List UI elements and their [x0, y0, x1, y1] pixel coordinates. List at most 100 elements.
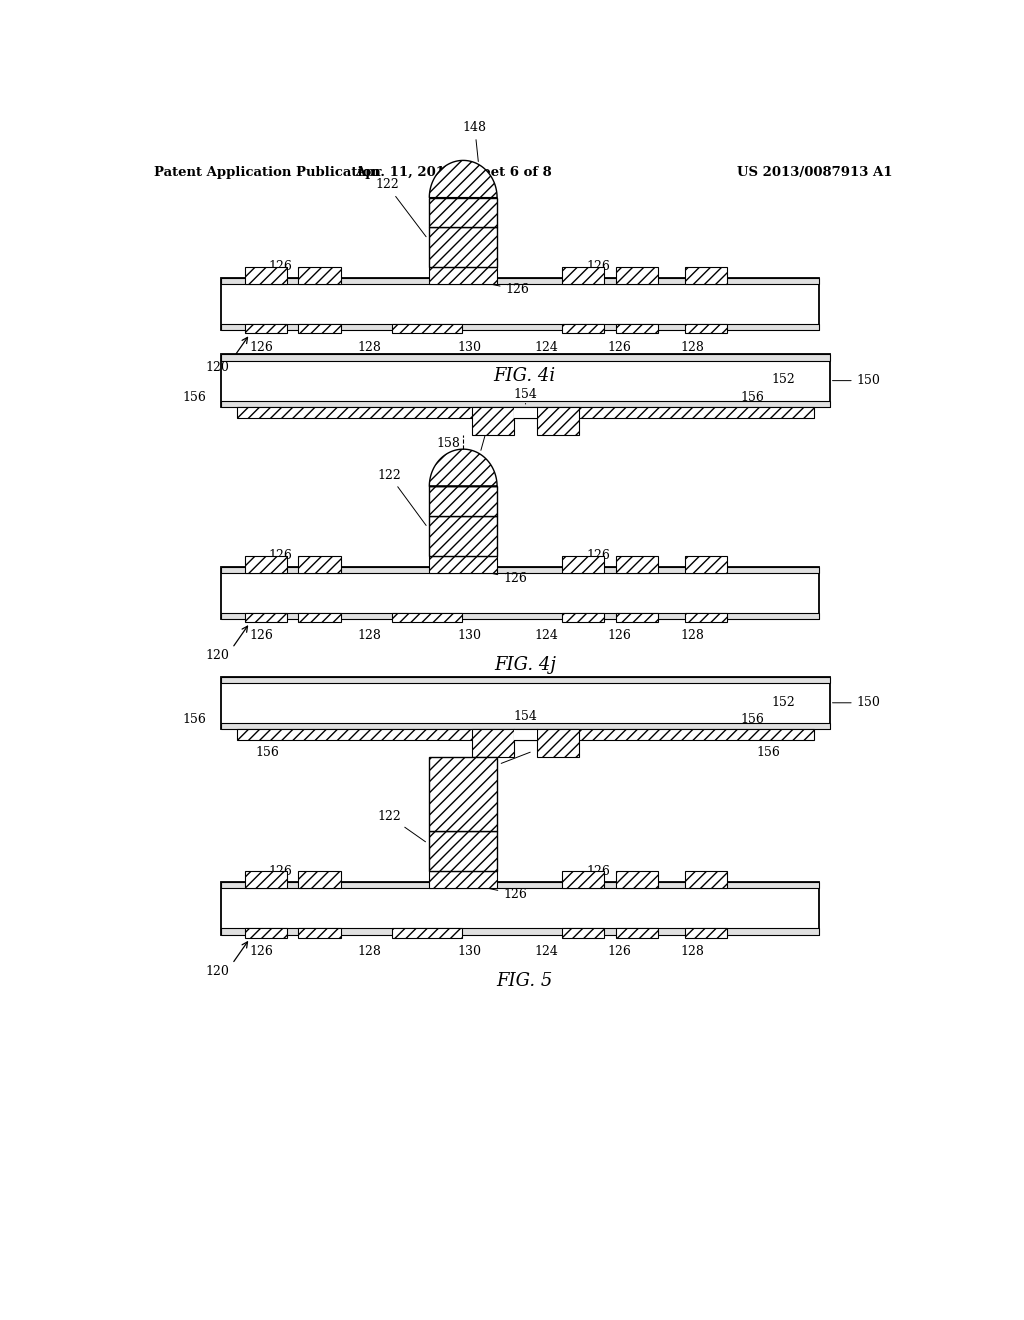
Bar: [298, 612, 341, 622]
Text: 150: 150: [833, 374, 881, 387]
Text: 156: 156: [256, 746, 280, 759]
Bar: [221, 355, 829, 407]
Bar: [392, 928, 462, 937]
Bar: [615, 267, 658, 284]
Bar: [221, 401, 829, 407]
Text: 128: 128: [681, 945, 705, 958]
Text: 130: 130: [458, 341, 481, 354]
Text: 148: 148: [501, 739, 559, 763]
Text: 148: 148: [477, 414, 501, 450]
Text: 126: 126: [250, 945, 273, 958]
Bar: [429, 267, 497, 284]
Bar: [615, 928, 658, 937]
Text: Apr. 11, 2013  Sheet 6 of 8: Apr. 11, 2013 Sheet 6 of 8: [355, 166, 552, 178]
Bar: [562, 267, 604, 284]
Text: 154: 154: [514, 710, 538, 723]
Bar: [538, 407, 580, 434]
Text: FIG. 4j: FIG. 4j: [494, 656, 556, 675]
Bar: [298, 323, 341, 333]
Text: 124: 124: [535, 630, 558, 643]
Bar: [562, 928, 604, 937]
Bar: [237, 729, 814, 739]
Text: 130: 130: [458, 630, 481, 643]
Bar: [221, 566, 819, 619]
Text: 126: 126: [470, 884, 527, 900]
Text: 126: 126: [268, 260, 293, 273]
Bar: [221, 612, 819, 619]
Text: 140: 140: [452, 849, 475, 862]
Text: 120: 120: [206, 965, 229, 978]
Text: 152: 152: [772, 696, 796, 709]
Text: 122: 122: [378, 810, 426, 842]
Text: 126: 126: [470, 280, 529, 296]
Bar: [245, 928, 287, 937]
Text: 156: 156: [740, 713, 765, 726]
Text: 148: 148: [463, 121, 486, 161]
Text: 124: 124: [535, 341, 558, 354]
Text: 126: 126: [587, 260, 610, 273]
Text: FIG. 4i: FIG. 4i: [494, 367, 556, 385]
Bar: [221, 566, 819, 573]
Text: 158: 158: [436, 759, 460, 772]
Bar: [221, 882, 819, 935]
Bar: [429, 516, 497, 556]
Text: FIG. 5: FIG. 5: [497, 972, 553, 990]
Bar: [615, 871, 658, 888]
Bar: [221, 677, 829, 682]
Bar: [615, 323, 658, 333]
Bar: [562, 323, 604, 333]
Text: 128: 128: [357, 630, 381, 643]
Bar: [245, 267, 287, 284]
Bar: [514, 407, 538, 417]
Text: 126: 126: [470, 569, 527, 585]
Text: 130: 130: [458, 945, 481, 958]
Text: 156: 156: [182, 713, 206, 726]
Text: 120: 120: [206, 360, 229, 374]
Text: 140: 140: [452, 243, 475, 256]
Text: 140: 140: [452, 531, 475, 544]
Text: 126: 126: [607, 630, 632, 643]
Bar: [615, 612, 658, 622]
Bar: [221, 882, 819, 888]
Bar: [298, 871, 341, 888]
Bar: [685, 323, 727, 333]
Bar: [429, 227, 497, 267]
Bar: [615, 556, 658, 573]
Text: 152: 152: [772, 374, 796, 387]
Text: 126: 126: [607, 945, 632, 958]
Bar: [685, 928, 727, 937]
Bar: [685, 556, 727, 573]
Text: 128: 128: [681, 341, 705, 354]
Bar: [245, 556, 287, 573]
Bar: [245, 612, 287, 622]
Text: 120: 120: [206, 649, 229, 663]
Bar: [429, 487, 497, 516]
Text: 150: 150: [833, 696, 881, 709]
Bar: [221, 928, 819, 935]
Text: 156: 156: [756, 746, 780, 759]
Bar: [221, 677, 829, 729]
Bar: [429, 871, 497, 888]
Bar: [298, 556, 341, 573]
Bar: [429, 756, 497, 832]
Text: 126: 126: [250, 630, 273, 643]
Bar: [245, 871, 287, 888]
Polygon shape: [429, 161, 497, 198]
Bar: [221, 323, 819, 330]
Bar: [298, 267, 341, 284]
Text: 156: 156: [740, 391, 765, 404]
Bar: [298, 928, 341, 937]
Bar: [221, 277, 819, 284]
Polygon shape: [429, 449, 497, 487]
Bar: [562, 556, 604, 573]
Bar: [429, 556, 497, 573]
Text: 156: 156: [182, 391, 206, 404]
Text: 124: 124: [535, 945, 558, 958]
Bar: [429, 198, 497, 227]
Bar: [538, 729, 580, 756]
Text: 128: 128: [357, 945, 381, 958]
Bar: [514, 729, 538, 739]
Bar: [562, 612, 604, 622]
Bar: [221, 723, 829, 729]
Text: 128: 128: [681, 630, 705, 643]
